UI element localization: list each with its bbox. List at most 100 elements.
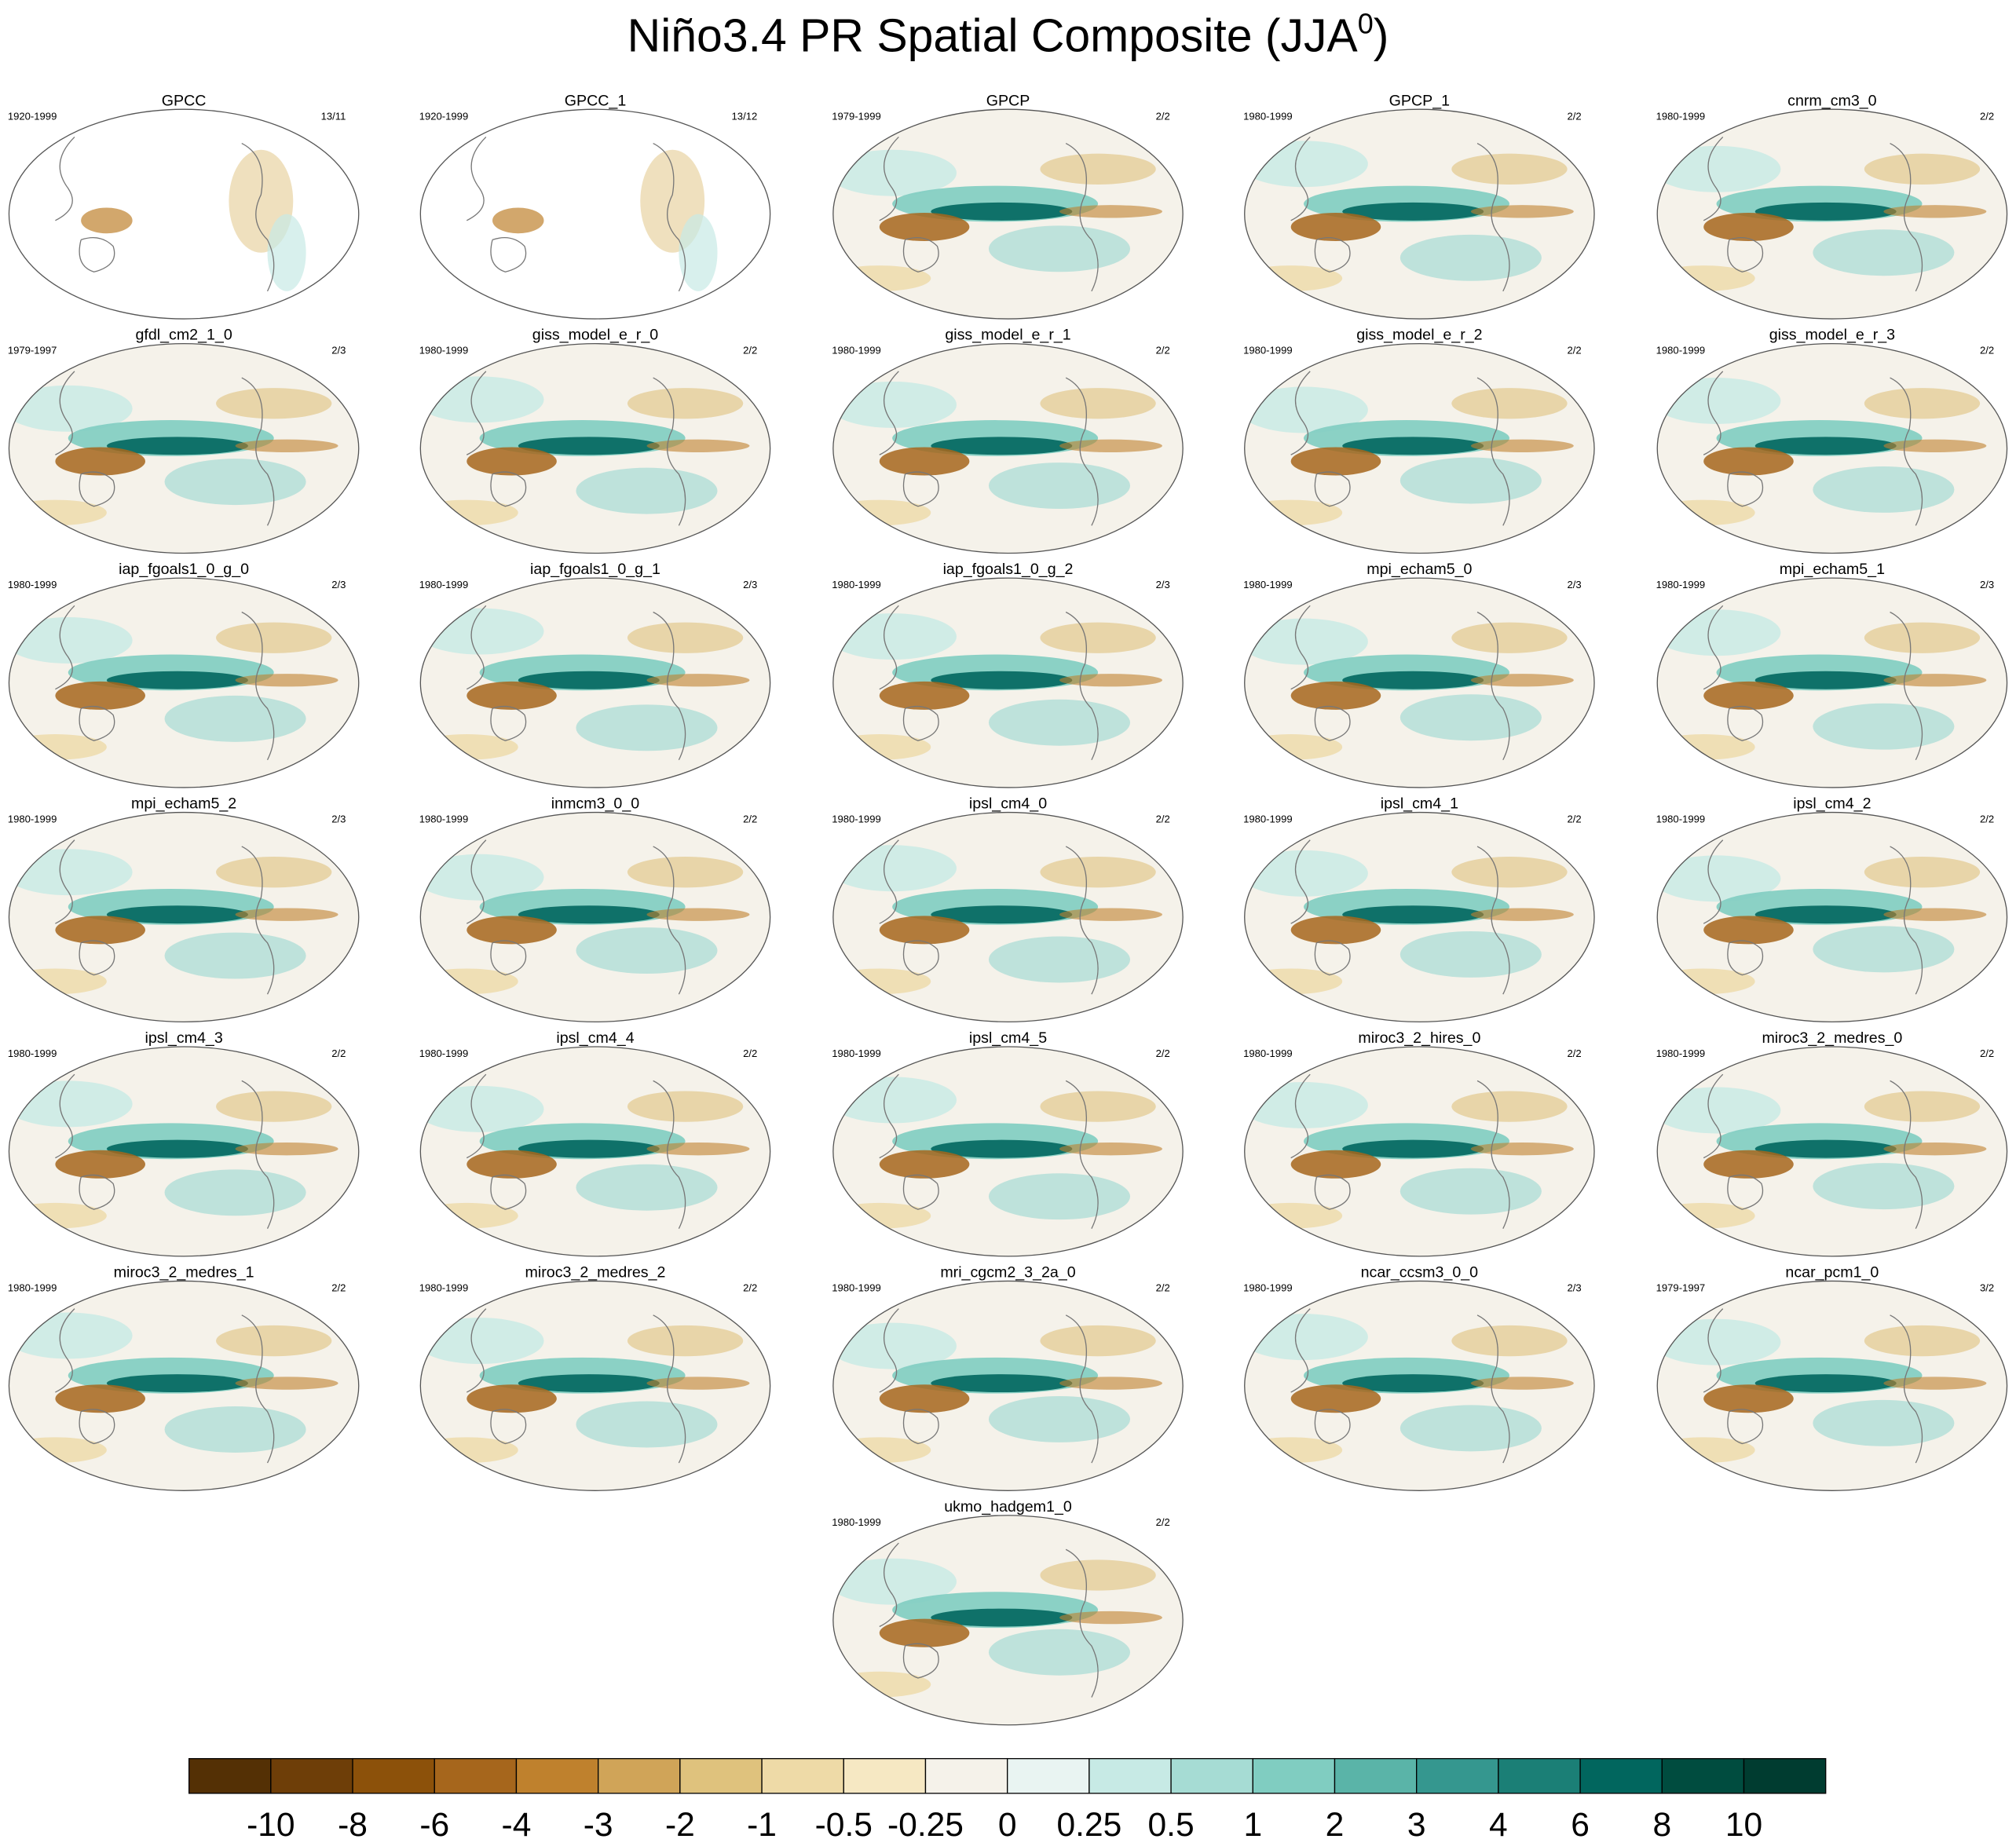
panel-period: 1980-1999 [8,1282,57,1294]
panel-ratio: 2/3 [1567,1282,1581,1294]
map-field [1657,378,1987,526]
coastline [653,1080,686,1229]
panel-title: giss_model_e_r_1 [945,327,1070,344]
coastline [653,1314,686,1464]
anomaly-shading [1813,229,1955,276]
coastline [653,611,686,761]
panel-ratio: 2/2 [743,1047,757,1059]
anomaly-shading [1864,1091,1981,1122]
anomaly-shading [1399,457,1542,504]
map-border [832,1280,1184,1491]
anomaly-shading [1290,212,1381,242]
anomaly-shading [1290,447,1381,476]
panel-title: ipsl_cm4_5 [969,1029,1047,1047]
anomaly-shading [164,932,306,979]
panel-title: GPCP_1 [1389,92,1450,109]
anomaly-shading [216,388,332,419]
anomaly-shading [1657,734,1755,760]
anomaly-shading [832,149,957,196]
panel-ratio: 2/2 [1156,1516,1170,1528]
map-panel: ipsl_cm4_2 1980-1999 2/2 [1656,795,2008,1023]
anomaly-shading [1657,1202,1755,1229]
map-border [419,342,771,554]
anomaly-shading [832,845,957,892]
anomaly-shading [832,381,957,428]
map-field [9,1080,338,1229]
map-border [419,811,771,1023]
anomaly-shading [235,908,338,921]
coastline [241,846,275,995]
coastline [1890,1314,1923,1464]
map-border [8,1046,360,1257]
anomaly-shading [1059,439,1162,452]
anomaly-shading [832,1202,931,1229]
map-panel: ukmo_hadgem1_0 1980-1999 2/2 [832,1498,1184,1726]
panel-title: iap_fgoals1_0_g_2 [943,561,1074,578]
anomaly-shading [832,968,931,995]
anomaly-shading [216,1091,332,1122]
panel-ratio: 2/2 [331,1282,346,1294]
anomaly-shading [1290,1384,1381,1413]
anomaly-shading [1059,1610,1162,1625]
map-border [419,108,771,320]
coastline [1703,605,1764,741]
anomaly-shading [832,265,931,291]
anomaly-shading [9,499,107,526]
colorbar-label: -1 [747,1806,777,1839]
anomaly-shading [1864,622,1981,653]
colorbar-label: -8 [338,1806,368,1839]
anomaly-shading [879,916,970,945]
panel-ratio: 2/3 [743,579,757,590]
anomaly-shading [518,1374,660,1393]
map-panel: miroc3_2_hires_0 1980-1999 2/2 [1243,1029,1595,1257]
panel-period: 1980-1999 [8,1047,57,1059]
panel-title: ipsl_cm4_2 [1793,795,1871,813]
anomaly-shading [1657,1318,1781,1366]
map-field [832,149,1162,291]
panel-ratio: 2/2 [1156,1282,1170,1294]
anomaly-shading [466,447,557,476]
panel-title: ukmo_hadgem1_0 [944,1498,1072,1515]
colorbar-box [1007,1757,1090,1794]
anomaly-shading [627,1091,744,1122]
map-border [1244,1280,1595,1491]
anomaly-shading [1244,734,1343,760]
anomaly-shading [1342,437,1484,455]
panel-period: 1980-1999 [419,1047,469,1059]
coastline [55,136,115,272]
panel-ratio: 2/2 [1156,110,1170,122]
panel-ratio: 2/2 [743,1282,757,1294]
anomaly-shading [931,1608,1073,1627]
map-panel: cnrm_cm3_0 1980-1999 2/2 [1656,92,2008,320]
coastline [466,605,527,741]
anomaly-shading [1244,141,1368,188]
anomaly-shading [164,1406,306,1453]
coastline [1290,605,1351,741]
anomaly-shading [9,385,133,432]
anomaly-shading [988,225,1131,272]
panel-period: 1980-1999 [1656,813,1706,825]
panel-period: 1980-1999 [1656,579,1706,590]
coastline [1065,611,1099,761]
panel-period: 1980-1999 [832,1516,881,1528]
map-panel: inmcm3_0_0 1980-1999 2/2 [419,795,771,1023]
anomaly-shading [1059,205,1162,218]
coastline [879,605,939,741]
map-field [1244,618,1574,760]
colorbar-label: -6 [419,1806,449,1839]
map-border [8,1280,360,1491]
colorbar-box [1334,1757,1418,1794]
title-close: ) [1374,11,1389,62]
anomaly-shading [627,388,744,419]
anomaly-shading [988,462,1131,510]
colorbar-label: -3 [584,1806,613,1839]
panel-title: miroc3_2_hires_0 [1358,1029,1480,1047]
anomaly-shading [832,1322,957,1369]
map-panel: mpi_echam5_0 1980-1999 2/3 [1243,561,1595,788]
anomaly-shading [879,681,970,710]
coastline [1065,1080,1099,1229]
anomaly-shading [1883,674,1987,687]
panel-ratio: 2/2 [1980,110,1994,122]
anomaly-shading [1754,1139,1897,1158]
panel-period: 1980-1999 [419,813,469,825]
